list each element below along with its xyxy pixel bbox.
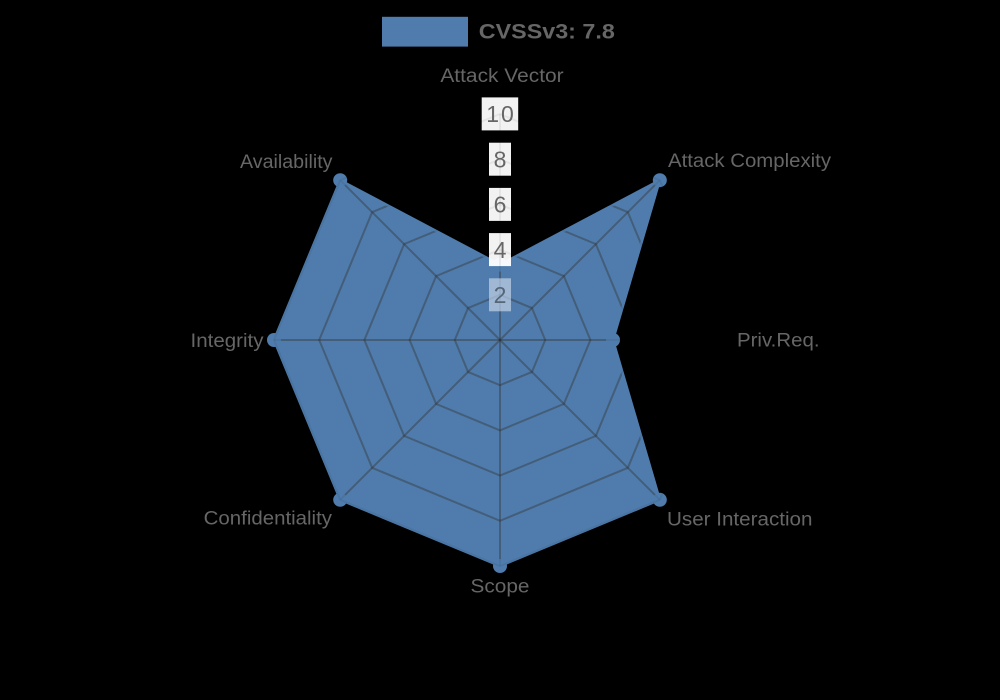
svg-text:User Interaction: User Interaction — [667, 510, 813, 531]
svg-text:Scope: Scope — [471, 577, 530, 598]
svg-text:Availability: Availability — [240, 152, 333, 173]
svg-text:Integrity: Integrity — [191, 331, 265, 352]
svg-text:Attack Complexity: Attack Complexity — [668, 151, 832, 172]
svg-text:Attack Vector: Attack Vector — [440, 66, 564, 87]
svg-text:2: 2 — [494, 282, 507, 308]
svg-text:Priv.Req.: Priv.Req. — [737, 331, 820, 352]
svg-text:Confidentiality: Confidentiality — [204, 509, 333, 530]
svg-text:4: 4 — [494, 237, 507, 263]
svg-text:CVSSv3: 7.8: CVSSv3: 7.8 — [479, 19, 615, 43]
svg-text:10: 10 — [486, 101, 514, 127]
svg-text:6: 6 — [494, 192, 507, 218]
svg-text:8: 8 — [494, 146, 507, 172]
